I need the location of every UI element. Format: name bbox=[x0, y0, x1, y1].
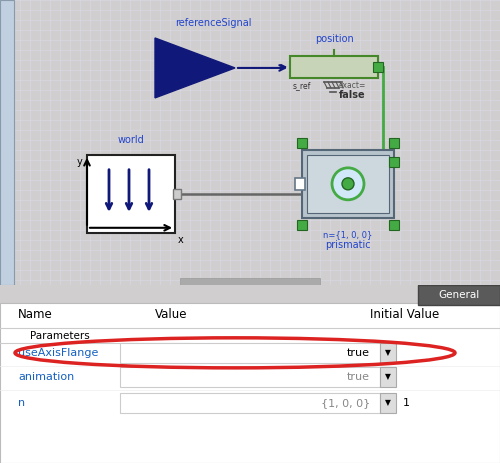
Bar bbox=[380, 343, 396, 363]
Text: referenceSignal: referenceSignal bbox=[175, 18, 252, 28]
Text: Parameters: Parameters bbox=[30, 331, 90, 341]
Bar bbox=[389, 220, 399, 230]
Bar bbox=[120, 393, 380, 413]
Bar bbox=[180, 278, 320, 285]
Bar bbox=[307, 155, 389, 213]
Text: {1, 0, 0}: {1, 0, 0} bbox=[321, 398, 370, 408]
Text: y: y bbox=[76, 157, 82, 167]
Text: position: position bbox=[314, 34, 354, 44]
Text: Value: Value bbox=[155, 308, 188, 321]
Text: ▼: ▼ bbox=[385, 372, 391, 382]
Bar bbox=[87, 155, 175, 233]
Bar bbox=[302, 150, 394, 218]
Text: s_ref: s_ref bbox=[293, 81, 312, 90]
Text: x: x bbox=[178, 235, 184, 245]
Bar bbox=[290, 56, 378, 78]
Text: ▼: ▼ bbox=[385, 399, 391, 407]
Text: n: n bbox=[18, 398, 25, 408]
Text: 1: 1 bbox=[403, 398, 410, 408]
Text: General: General bbox=[438, 290, 480, 300]
Bar bbox=[373, 62, 383, 72]
Text: useAxisFlange: useAxisFlange bbox=[18, 348, 98, 358]
Bar bbox=[120, 367, 380, 387]
Text: Name: Name bbox=[18, 308, 53, 321]
Text: false: false bbox=[339, 90, 365, 100]
Text: n={1, 0, 0}: n={1, 0, 0} bbox=[324, 230, 372, 239]
Bar bbox=[295, 178, 305, 190]
Circle shape bbox=[332, 168, 364, 200]
Bar bbox=[380, 367, 396, 387]
Text: true: true bbox=[347, 372, 370, 382]
Bar bbox=[389, 157, 399, 167]
Text: Initial Value: Initial Value bbox=[370, 308, 440, 321]
Polygon shape bbox=[155, 38, 235, 98]
Text: exact=: exact= bbox=[339, 81, 366, 90]
Text: prismatic: prismatic bbox=[325, 240, 371, 250]
Circle shape bbox=[342, 178, 354, 190]
Text: true: true bbox=[347, 348, 370, 358]
Bar bbox=[173, 189, 181, 199]
Bar bbox=[418, 285, 500, 305]
Text: ▼: ▼ bbox=[385, 348, 391, 357]
Bar bbox=[297, 138, 307, 148]
Text: animation: animation bbox=[18, 372, 74, 382]
Bar bbox=[297, 220, 307, 230]
Bar bbox=[0, 303, 500, 463]
Text: world: world bbox=[118, 135, 144, 145]
Bar bbox=[120, 343, 380, 363]
Bar bbox=[0, 0, 14, 285]
Bar bbox=[389, 138, 399, 148]
Bar bbox=[380, 393, 396, 413]
